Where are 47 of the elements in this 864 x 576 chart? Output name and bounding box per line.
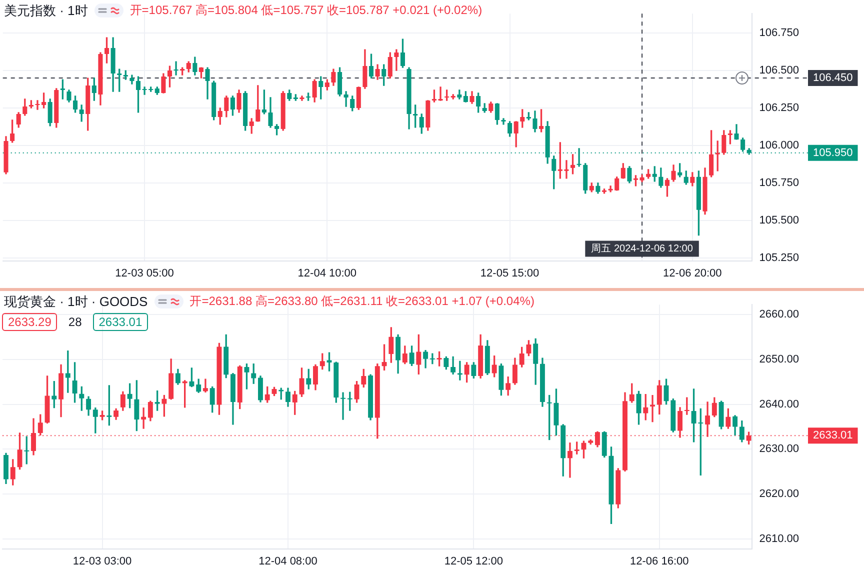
annotation: 2633.29 [2,313,58,331]
y-tick-label: 105.500 [759,214,800,226]
x-tick-label: 周五 2024-12-06 12:00 [591,244,694,255]
candlestick [174,61,178,76]
chart-title: 现货黄金 · 1时 · GOODS [4,294,148,309]
candlestick [202,378,208,392]
x-tick-label: 12-03 05:00 [115,267,174,280]
ref-line-label: 105.950 [813,146,853,159]
annotation: 28 [67,314,83,330]
y-tick-label: 2650.00 [759,353,800,366]
candlestick [344,91,348,107]
ref-line-label: 106.450 [813,72,853,84]
y-tick-label: 105.750 [759,176,800,189]
candlestick [394,49,399,71]
y-tick-label: 106.250 [759,102,800,114]
y-tick-label: 2640.00 [759,398,800,410]
annotation: 2633.01 [92,313,148,331]
x-tick-label: 12-06 20:00 [663,267,722,280]
candlestick [650,394,655,422]
candlestick [438,86,443,101]
y-tick-label: 106.750 [759,27,800,40]
chart-subtitle: 开=105.767 高=105.804 低=105.757 收=105.787 +0.021 (+0.02%) [130,3,482,18]
candlestick [430,353,435,364]
candlestick [568,442,572,478]
y-tick-label: 2630.00 [759,443,800,456]
y-tick-label: 2660.00 [759,308,800,321]
candlestick [79,104,84,122]
x-tick-label: 12-04 08:00 [258,555,318,568]
chart-title: 美元指数 · 1时 [4,3,88,18]
x-tick-label: 12-04 10:00 [298,267,357,280]
x-tick-label: 12-05 15:00 [480,267,540,280]
y-tick-label: 2610.00 [759,532,800,545]
x-tick-label: 12-06 16:00 [630,555,689,568]
candlestick [501,118,506,125]
candlestick [340,392,346,420]
ref-line-label: 2633.01 [813,430,853,442]
y-tick-label: 2620.00 [759,488,800,500]
candlestick [141,408,146,429]
y-tick-label: 106.500 [759,64,800,77]
x-tick-label: 12-03 03:00 [72,555,132,568]
y-tick-label: 105.250 [759,252,800,264]
candlestick [576,148,582,167]
x-tick-label: 12-05 12:00 [444,555,504,568]
candlestick [705,402,710,437]
y-tick-label: 106.000 [759,139,800,152]
chart-subtitle: 开=2631.88 高=2633.80 低=2631.11 收=2633.01 +1.07 (+0.04%) [190,294,534,309]
candlestick [300,96,304,101]
